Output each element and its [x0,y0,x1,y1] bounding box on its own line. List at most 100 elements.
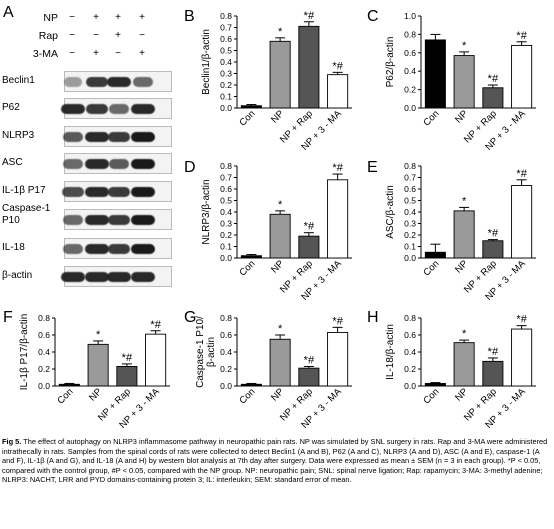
wb-band [131,215,155,225]
significance-mark: *# [150,319,161,331]
x-tick-label: NP [269,386,286,403]
wb-band-row [62,126,172,147]
significance-mark: *# [516,30,527,42]
bar [240,383,262,387]
wb-band [131,104,155,114]
y-tick-label: 0.2 [220,230,232,240]
y-tick-label: 0.3 [220,69,232,79]
wb-band-label: P62 [2,102,20,113]
wb-band [85,244,109,254]
x-tick-label: Con [421,108,441,128]
wb-band [63,244,83,254]
x-tick-label: NP [453,258,470,275]
bar [453,342,475,387]
significance-mark: *# [488,73,499,85]
y-tick-label: 0.8 [220,11,232,21]
y-tick-label: 0.4 [220,347,232,357]
wb-band [62,187,84,197]
wb-band-label: Caspase-1 P10 [2,203,51,226]
wb-band [107,132,131,142]
y-tick-label: 0.1 [220,92,232,102]
y-tick-label: 0.0 [220,103,232,113]
wb-band-row [62,181,172,202]
wb-band-row [63,153,172,174]
wb-band-row [63,209,172,230]
x-tick-label: Con [55,386,75,406]
wb-band-label: IL-1β P17 [2,185,46,196]
y-tick-label: 0.0 [404,381,416,391]
y-tick-label: 0.6 [404,48,416,58]
bar [424,251,446,259]
y-tick-label: 0.8 [404,29,416,39]
wb-band [107,244,131,254]
wb-band [85,77,109,87]
wb-band [85,159,109,169]
bar [511,185,533,259]
wb-band [133,77,153,87]
bar [269,213,291,259]
bar [424,383,446,387]
y-tick-label: 0.2 [38,364,50,374]
y-tick-label: 0.0 [220,381,232,391]
y-tick-label: 0.8 [220,161,232,171]
wb-band-row [64,71,172,92]
y-tick-label: 0.2 [404,85,416,95]
wb-treatment-sign: + [93,12,99,23]
panel-letter-h: H [367,309,379,326]
y-tick-label: 0.1 [404,242,416,252]
wb-band [131,132,155,142]
wb-band [131,244,155,254]
bar [116,366,138,387]
bar [511,44,533,109]
wb-treatment-sign: + [139,12,145,23]
significance-mark: *# [516,314,527,326]
y-tick-label: 0.0 [220,253,232,263]
wb-band-label: ASC [2,157,23,168]
significance-mark: *# [516,168,527,180]
y-tick-label: 0.6 [220,184,232,194]
bar [240,255,262,259]
y-tick-label: 0.8 [404,313,416,323]
bar [298,235,320,259]
y-tick-label: 1.0 [404,11,416,21]
wb-band [63,215,83,225]
significance-mark: * [462,328,467,340]
wb-band [85,215,109,225]
wb-band [131,272,155,282]
y-tick-label: 0.4 [404,207,416,217]
significance-mark: * [462,195,467,207]
wb-band-row [61,98,172,119]
x-tick-label: Con [237,258,257,278]
y-tick-label: 0.8 [404,161,416,171]
significance-mark: * [278,199,283,211]
wb-band [108,159,130,169]
bar [327,179,349,259]
y-tick-label: 0.6 [220,330,232,340]
x-tick-label: NP [453,386,470,403]
bar [87,343,109,387]
y-tick-label: 0.3 [220,219,232,229]
wb-treatment-sign: + [115,12,121,23]
x-tick-label: NP [269,258,286,275]
x-tick-label: Con [421,386,441,406]
y-axis-label: NLRP3/β-actin [201,179,212,244]
y-axis-label: Beclin1/β-actin [201,29,212,95]
significance-mark: *# [488,346,499,358]
wb-band [107,215,131,225]
wb-header-label: 3-MA [32,48,58,60]
wb-header-label: Rap [38,30,58,42]
y-axis-label: P62/β-actin [385,37,396,88]
figure-caption: Fig 5. The effect of autophagy on NLRP3 … [2,437,550,485]
y-tick-label: 0.1 [220,242,232,252]
y-tick-label: 0.8 [220,313,232,323]
bar-charts: 0.00.10.20.30.40.50.60.70.8Beclin1/β-act… [19,10,536,431]
y-tick-label: 0.8 [38,313,50,323]
y-tick-label: 0.6 [404,184,416,194]
bar [240,105,262,109]
wb-treatment-sign: + [115,30,121,41]
wb-band-row [61,266,172,287]
y-tick-label: 0.4 [38,347,50,357]
significance-mark: * [278,323,283,335]
y-tick-label: 0.6 [404,330,416,340]
panel-letter-g: G [184,309,197,326]
